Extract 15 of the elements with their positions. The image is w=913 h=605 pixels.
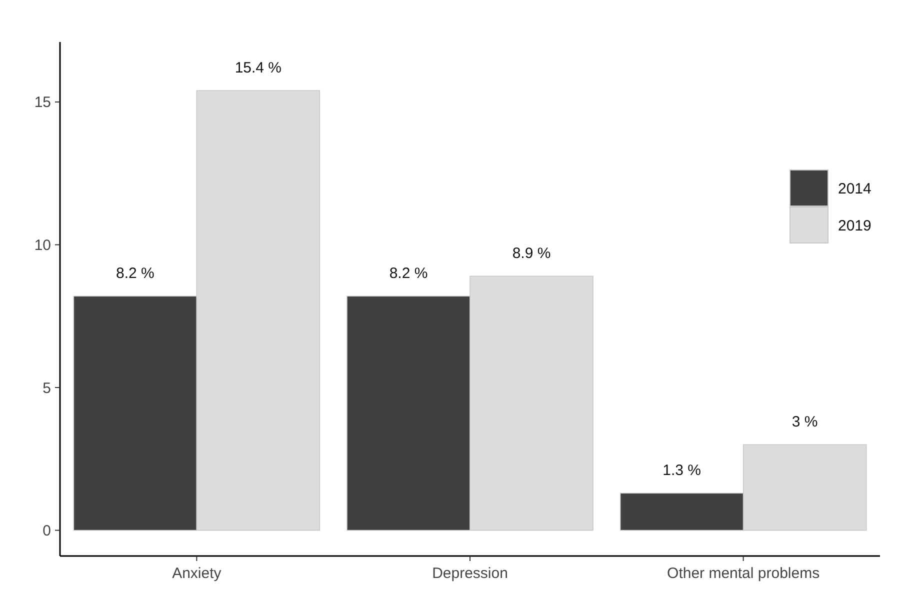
data-label: 8.9 % [512, 245, 551, 262]
legend-label: 2014 [838, 180, 872, 198]
legend-label: 2019 [838, 217, 872, 234]
y-tick-label: 0 [42, 522, 51, 540]
x-tick-label: Other mental problems [667, 565, 820, 582]
data-label: 8.2 % [389, 265, 428, 282]
data-label: 1.3 % [662, 462, 702, 480]
data-label: 15.4 % [234, 60, 282, 77]
data-label: 8.2 % [116, 265, 154, 282]
x-tick-label: Depression [432, 565, 508, 582]
data-label: 3 % [792, 414, 818, 431]
y-tick-label: 5 [42, 380, 51, 397]
y-tick-label: 10 [34, 236, 51, 254]
y-tick-label: 15 [34, 94, 51, 112]
x-tick-label: Anxiety [172, 565, 222, 582]
